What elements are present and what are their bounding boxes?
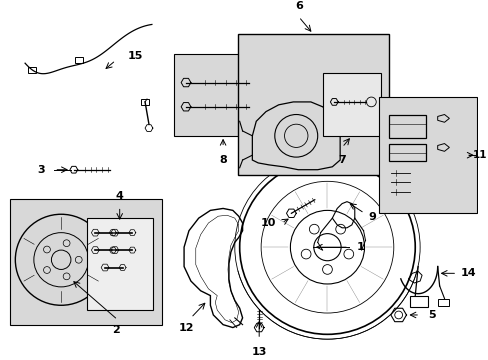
Text: 10: 10 — [260, 218, 275, 228]
Text: 7: 7 — [338, 155, 346, 165]
Bar — [141, 99, 149, 105]
Circle shape — [322, 265, 332, 274]
Bar — [378, 97, 476, 213]
Text: 1: 1 — [356, 242, 364, 252]
Bar — [174, 54, 271, 136]
Text: 12: 12 — [178, 323, 193, 333]
Text: 6: 6 — [294, 1, 302, 11]
Bar — [437, 298, 448, 306]
Circle shape — [343, 249, 353, 259]
Bar — [10, 199, 162, 325]
Text: 4: 4 — [116, 191, 123, 201]
Text: 5: 5 — [427, 310, 435, 320]
Text: 13: 13 — [251, 347, 266, 357]
Text: 9: 9 — [367, 212, 376, 222]
Circle shape — [309, 224, 319, 234]
Text: 2: 2 — [112, 325, 120, 335]
Bar — [75, 57, 82, 63]
Bar — [28, 67, 36, 73]
Bar — [388, 144, 425, 161]
Text: 14: 14 — [460, 268, 476, 278]
Circle shape — [301, 249, 310, 259]
Bar — [86, 218, 153, 310]
Bar — [388, 114, 425, 138]
Circle shape — [335, 224, 345, 234]
Bar — [322, 73, 380, 136]
Bar — [409, 296, 427, 307]
Text: 8: 8 — [219, 155, 226, 165]
Bar — [237, 34, 388, 175]
Text: 3: 3 — [37, 165, 44, 175]
Text: 15: 15 — [127, 51, 142, 62]
Text: 11: 11 — [472, 150, 487, 160]
